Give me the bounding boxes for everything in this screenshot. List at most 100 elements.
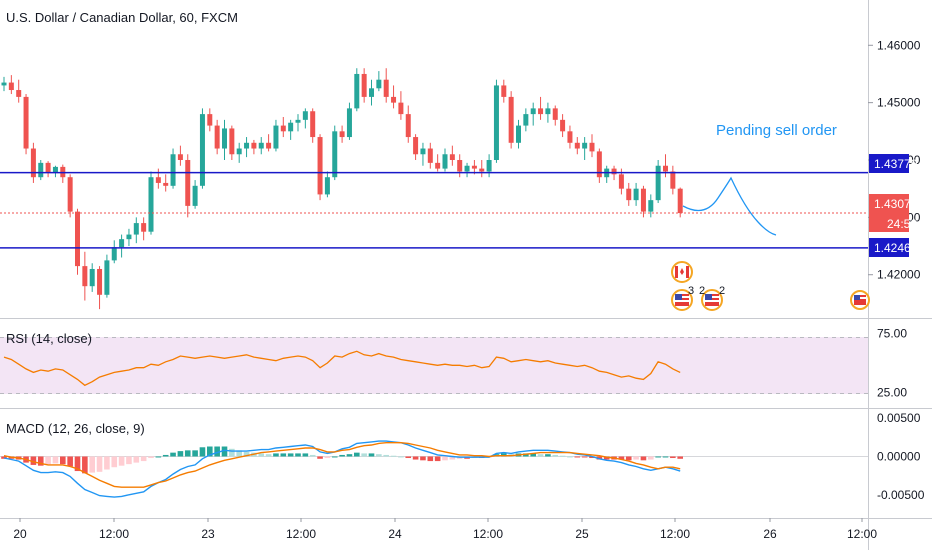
macd-histogram-bar[interactable] [177, 451, 184, 457]
macd-histogram-bar[interactable] [603, 456, 610, 460]
candle-body[interactable] [324, 177, 330, 195]
candle-body[interactable] [214, 125, 220, 149]
macd-histogram-bar[interactable] [662, 456, 669, 458]
economic-events[interactable]: 3 2 2 [671, 261, 870, 311]
macd-histogram-bar[interactable] [221, 446, 228, 457]
candle-body[interactable] [236, 148, 242, 155]
candle-body[interactable] [8, 82, 14, 91]
projected-move-drawing[interactable] [682, 176, 777, 236]
macd-histogram-bar[interactable] [523, 453, 529, 457]
candle-body[interactable] [670, 171, 676, 189]
candle-body[interactable] [45, 162, 51, 173]
us-flag-icon[interactable] [701, 289, 723, 311]
macd-histogram-bar[interactable] [287, 453, 294, 457]
candle-body[interactable] [663, 165, 668, 172]
candle-body[interactable] [141, 223, 147, 232]
macd-histogram-bar[interactable] [677, 456, 683, 459]
candle-body[interactable] [405, 114, 411, 138]
candle-body[interactable] [199, 114, 205, 186]
candle-body[interactable] [398, 102, 404, 115]
macd-histogram-bar[interactable] [207, 446, 213, 457]
macd-histogram-bar[interactable] [37, 456, 44, 466]
candle-body[interactable] [192, 185, 198, 206]
candle-body[interactable] [82, 266, 88, 287]
candle-body[interactable] [222, 128, 227, 149]
macd-histogram-bar[interactable] [581, 456, 588, 458]
candle-body[interactable] [288, 122, 294, 132]
candle-body[interactable] [163, 182, 169, 186]
macd-histogram-bar[interactable] [236, 450, 242, 457]
macd-histogram-bar[interactable] [67, 456, 73, 467]
candle-body[interactable] [1, 82, 7, 86]
macd-histogram-bar[interactable] [295, 453, 301, 457]
macd-histogram-bar[interactable] [199, 447, 206, 457]
candle-body[interactable] [633, 188, 639, 201]
candle-body[interactable] [449, 154, 455, 160]
macd-histogram-bar[interactable] [162, 454, 169, 457]
macd-histogram-bar[interactable] [96, 456, 103, 472]
macd-histogram-bar[interactable] [420, 456, 426, 461]
candle-body[interactable] [104, 260, 110, 295]
candle-body[interactable] [52, 166, 58, 173]
candle-body[interactable] [207, 114, 213, 126]
candle-body[interactable] [16, 90, 22, 97]
candle-body[interactable] [258, 142, 264, 149]
macd-histogram-bar[interactable] [118, 456, 125, 466]
candle-body[interactable] [420, 148, 426, 155]
macd-histogram-bar[interactable] [596, 456, 603, 460]
macd-histogram-bar[interactable] [648, 456, 654, 460]
candle-body[interactable] [582, 142, 588, 149]
candle-body[interactable] [471, 165, 477, 169]
rsi-axis[interactable]: 75.00 25.00 [877, 327, 907, 400]
macd-histogram-bar[interactable] [309, 454, 316, 457]
macd-histogram-bar[interactable] [140, 456, 147, 462]
macd-histogram-bar[interactable] [670, 456, 676, 459]
macd-histogram-bar[interactable] [376, 454, 382, 457]
macd-histogram-bar[interactable] [567, 456, 573, 458]
candle-body[interactable] [391, 96, 397, 103]
macd-histogram-bar[interactable] [104, 456, 110, 470]
candle-body[interactable] [626, 188, 632, 201]
macd-histogram-bar[interactable] [339, 454, 345, 457]
macd-histogram-bar[interactable] [530, 453, 536, 457]
candle-body[interactable] [464, 165, 470, 172]
macd-histogram-bar[interactable] [89, 456, 95, 473]
macd-histogram-bar[interactable] [74, 456, 81, 472]
signal-line[interactable] [3, 442, 681, 488]
candle-body[interactable] [155, 177, 161, 183]
candle-body[interactable] [545, 108, 551, 115]
macd-histogram-bar[interactable] [412, 456, 419, 460]
candle-body[interactable] [567, 131, 573, 143]
candle-body[interactable] [655, 165, 661, 201]
candle-body[interactable] [67, 177, 73, 212]
pending-sell-order-label[interactable]: Pending sell order [716, 122, 837, 139]
candle-body[interactable] [376, 79, 382, 89]
macd-histogram-bar[interactable] [192, 450, 198, 457]
candle-body[interactable] [97, 268, 103, 295]
candle-body[interactable] [126, 234, 132, 240]
candle-body[interactable] [523, 114, 529, 126]
candle-body[interactable] [346, 108, 352, 138]
candle-body[interactable] [530, 108, 536, 115]
candle-body[interactable] [457, 160, 463, 172]
candle-body[interactable] [493, 85, 499, 160]
candle-body[interactable] [516, 125, 521, 143]
macd-histogram-bar[interactable] [434, 456, 441, 462]
candle-body[interactable] [383, 79, 389, 97]
candle-body[interactable] [185, 160, 191, 206]
candle-body[interactable] [339, 131, 345, 138]
candle-body[interactable] [427, 148, 433, 163]
candle-body[interactable] [648, 200, 654, 212]
candle-body[interactable] [640, 188, 646, 212]
macd-histogram-bar[interactable] [383, 454, 389, 457]
rsi-layer[interactable] [3, 350, 681, 387]
macd-histogram-bar[interactable] [317, 456, 323, 459]
macd-histogram-bar[interactable] [30, 456, 37, 465]
macd-histogram-bar[interactable] [324, 456, 331, 459]
macd-histogram-bar[interactable] [82, 456, 88, 474]
macd-histogram-bar[interactable] [265, 454, 272, 457]
candle-body[interactable] [23, 96, 29, 149]
macd-histogram-bar[interactable] [280, 453, 287, 457]
candle-body[interactable] [133, 223, 139, 235]
candle-body[interactable] [310, 111, 316, 138]
